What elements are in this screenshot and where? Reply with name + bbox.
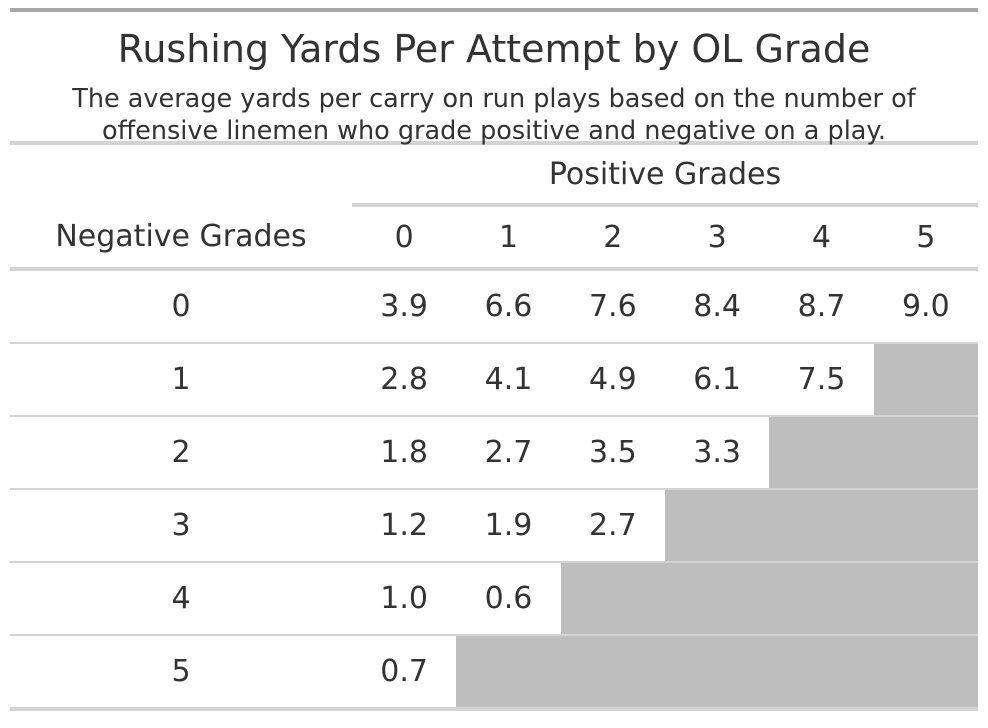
empty-cell	[873, 562, 978, 636]
empty-cell	[560, 562, 665, 636]
empty-cell	[769, 416, 874, 490]
table-row: 4 1.0 0.6	[10, 562, 978, 636]
value-cell: 3.5	[560, 416, 665, 490]
empty-cell	[873, 416, 978, 490]
empty-cell	[769, 635, 874, 711]
value-cell: 2.7	[560, 489, 665, 563]
column-header: 2	[560, 205, 665, 271]
value-cell: 9.0	[873, 269, 978, 344]
value-cell: 1.2	[352, 489, 457, 563]
table-subtitle: The average yards per carry on run plays…	[10, 71, 978, 146]
column-spanner-positive-grades: Positive Grades	[352, 145, 978, 207]
value-cell: 3.9	[352, 269, 457, 344]
empty-cell	[873, 343, 978, 417]
table-row: 5 0.7	[10, 635, 978, 711]
heading-divider	[10, 141, 978, 145]
value-cell: 1.0	[352, 562, 457, 636]
value-cell: 8.7	[769, 269, 874, 344]
column-header: 4	[769, 205, 874, 271]
row-label: 5	[10, 635, 352, 711]
value-cell: 2.8	[352, 343, 457, 417]
empty-cell	[873, 489, 978, 563]
row-label: 3	[10, 489, 352, 563]
table-row: 0 3.9 6.6 7.6 8.4 8.7 9.0	[10, 269, 978, 344]
empty-cell	[664, 635, 770, 711]
column-header: 0	[352, 205, 457, 271]
value-cell: 1.9	[456, 489, 561, 563]
value-cell: 6.1	[664, 343, 770, 417]
table-title: Rushing Yards Per Attempt by OL Grade	[117, 27, 871, 71]
empty-cell	[456, 635, 561, 711]
subtitle-line-2: offensive linemen who grade positive and…	[102, 116, 886, 146]
top-border	[10, 8, 978, 12]
value-cell: 8.4	[664, 269, 770, 344]
row-label: 1	[10, 343, 352, 417]
row-label: 4	[10, 562, 352, 636]
value-cell: 6.6	[456, 269, 561, 344]
row-label: 0	[10, 269, 352, 344]
value-cell: 0.6	[456, 562, 561, 636]
empty-cell	[664, 562, 770, 636]
empty-cell	[769, 562, 874, 636]
empty-cell	[664, 489, 770, 563]
table-row: 2 1.8 2.7 3.5 3.3	[10, 416, 978, 490]
row-header-label: Negative Grades	[10, 205, 352, 271]
column-header: 5	[873, 205, 978, 271]
value-cell: 4.9	[560, 343, 665, 417]
column-header: 3	[664, 205, 770, 271]
row-label: 2	[10, 416, 352, 490]
value-cell: 0.7	[352, 635, 457, 711]
table-row: 3 1.2 1.9 2.7	[10, 489, 978, 563]
value-cell: 7.5	[769, 343, 874, 417]
column-header: 1	[456, 205, 561, 271]
empty-cell	[769, 489, 874, 563]
value-cell: 7.6	[560, 269, 665, 344]
value-cell: 3.3	[664, 416, 770, 490]
table-row: 1 2.8 4.1 4.9 6.1 7.5	[10, 343, 978, 417]
empty-cell	[560, 635, 665, 711]
empty-cell	[873, 635, 978, 711]
spanner-blank	[10, 145, 352, 205]
table-graphic: Rushing Yards Per Attempt by OL Grade Th…	[10, 8, 978, 711]
subtitle-line-1: The average yards per carry on run plays…	[72, 84, 916, 114]
value-cell: 1.8	[352, 416, 457, 490]
value-cell: 2.7	[456, 416, 561, 490]
value-cell: 4.1	[456, 343, 561, 417]
